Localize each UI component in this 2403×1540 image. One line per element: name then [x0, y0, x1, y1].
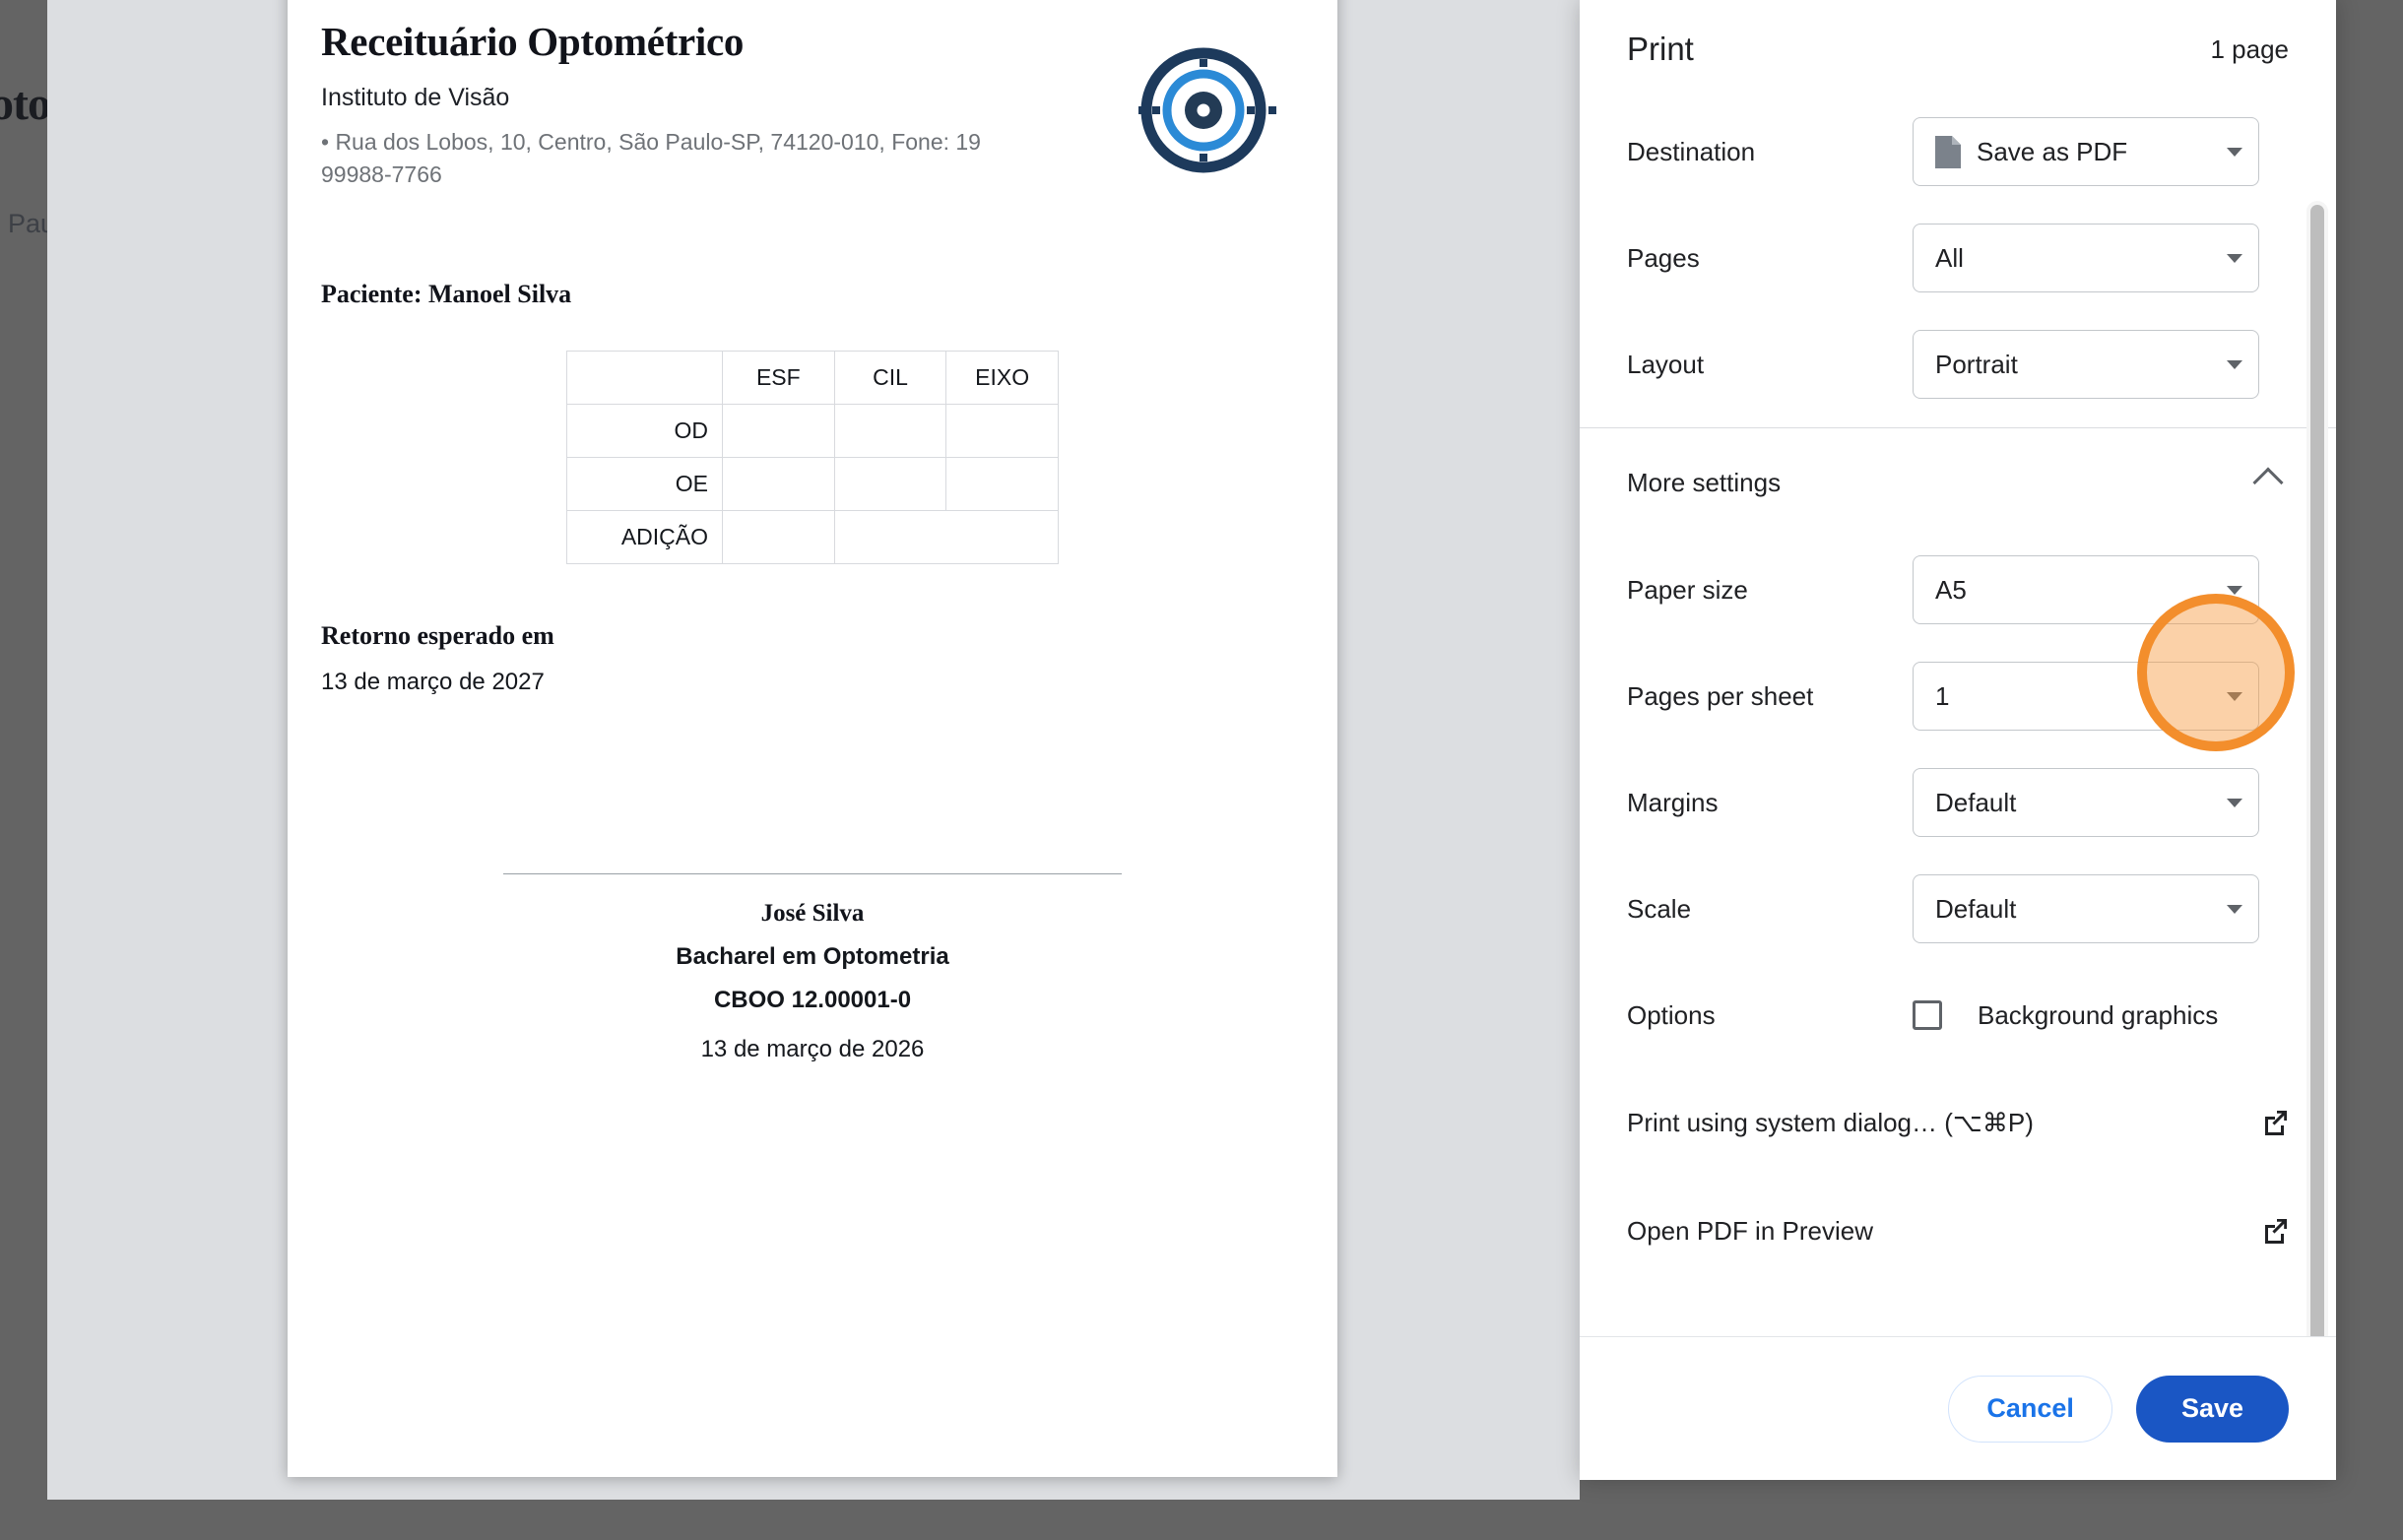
page-count-label: 1 page: [2210, 33, 2289, 64]
print-using-system-dialog-link[interactable]: Print using system dialog… (⌥⌘P): [1627, 1068, 2289, 1177]
label-options: Options: [1627, 999, 1716, 1030]
label-layout: Layout: [1627, 349, 1705, 379]
setting-row-pages-per-sheet: Pages per sheet 1: [1627, 643, 2289, 749]
signature-date: 13 de março de 2026: [700, 1036, 925, 1062]
save-button[interactable]: Save: [2135, 1375, 2289, 1443]
setting-row-paper-size: Paper size A5: [1627, 537, 2289, 643]
return-label: Retorno esperado em: [321, 621, 554, 650]
signature-rule: [503, 873, 1122, 874]
layout-select[interactable]: Portrait: [1913, 330, 2259, 399]
cell-oe-esf: [722, 457, 835, 511]
organization-address: • Rua dos Lobos, 10, Centro, São Paulo-S…: [321, 129, 981, 188]
pages-per-sheet-value: 1: [1935, 680, 1950, 711]
table-col-esf: ESF: [722, 351, 835, 405]
more-settings-label: More settings: [1627, 467, 1782, 497]
open-pdf-in-preview-link[interactable]: Open PDF in Preview: [1627, 1177, 2289, 1285]
cell-od-eixo: [945, 404, 1059, 458]
layout-value: Portrait: [1935, 349, 2018, 379]
chevron-down-icon: [2227, 585, 2242, 595]
signature-name: José Silva: [760, 900, 865, 927]
chevron-down-icon: [2227, 904, 2242, 914]
setting-row-pages: Pages All: [1627, 205, 2289, 311]
open-pdf-in-preview-label: Open PDF in Preview: [1627, 1215, 1873, 1246]
table-row: OE: [566, 457, 1059, 511]
label-scale: Scale: [1627, 893, 1692, 924]
background-graphics-label: Background graphics: [1978, 999, 2219, 1030]
label-paper-size: Paper size: [1627, 574, 1748, 605]
return-date: 13 de março de 2027: [321, 669, 545, 695]
print-using-system-dialog-label: Print using system dialog… (⌥⌘P): [1627, 1107, 2034, 1137]
patient-line: Paciente: Manoel Silva: [321, 280, 572, 308]
label-margins: Margins: [1627, 787, 1719, 817]
margins-value: Default: [1935, 787, 2017, 817]
print-dialog-body[interactable]: Destination Save as PDF Pages All Layout: [1580, 98, 2336, 1336]
label-destination: Destination: [1627, 136, 1756, 166]
preview-page-sheet: Receituário Optométrico Instituto de Vis…: [288, 0, 1337, 1477]
prescription-table-wrapper: ESF CIL EIXO OD OE: [321, 351, 1304, 564]
print-preview-pane[interactable]: Receituário Optométrico Instituto de Vis…: [47, 0, 1580, 1500]
signature-registration: CBOO 12.00001-0: [713, 987, 912, 1013]
cell-od-cil: [833, 404, 947, 458]
paper-size-value: A5: [1935, 574, 1967, 605]
pages-value: All: [1935, 242, 1964, 273]
print-dialog-scrollbar[interactable]: [2306, 201, 2328, 1336]
external-link-icon: [2265, 1111, 2287, 1135]
document-header: Receituário Optométrico Instituto de Vis…: [321, 19, 1304, 225]
background-graphics-checkbox[interactable]: [1913, 1000, 1942, 1030]
table-header-row: ESF CIL EIXO: [566, 351, 1059, 405]
print-dialog: Print 1 page Destination Save as PDF Pag…: [1580, 0, 2336, 1480]
signature-role: Bacharel em Optometria: [676, 943, 949, 970]
scale-value: Default: [1935, 893, 2017, 924]
paper-size-select[interactable]: A5: [1913, 555, 2259, 624]
destination-select[interactable]: Save as PDF: [1913, 117, 2259, 186]
label-pages-per-sheet: Pages per sheet: [1627, 680, 1814, 711]
chevron-down-icon: [2227, 147, 2242, 157]
section-divider: [1580, 427, 2336, 428]
prescription-table: ESF CIL EIXO OD OE: [566, 351, 1060, 564]
label-pages: Pages: [1627, 242, 1700, 273]
cell-adicao-esf: [722, 510, 835, 564]
setting-row-destination: Destination Save as PDF: [1627, 98, 2289, 205]
pages-per-sheet-select[interactable]: 1: [1913, 662, 2259, 731]
chevron-down-icon: [2227, 359, 2242, 369]
cell-od-esf: [722, 404, 835, 458]
pdf-file-icon: [1935, 135, 1961, 168]
organization-name: Instituto de Visão: [321, 84, 510, 112]
external-link-icon: [2265, 1219, 2287, 1244]
table-col-cil: CIL: [833, 351, 947, 405]
chevron-down-icon: [2227, 253, 2242, 263]
margins-select[interactable]: Default: [1913, 768, 2259, 837]
document-content: Receituário Optométrico Instituto de Vis…: [321, 19, 1304, 1063]
setting-row-margins: Margins Default: [1627, 749, 2289, 856]
row-label-adicao: ADIÇÃO: [566, 510, 723, 564]
table-row: ADIÇÃO: [566, 510, 1060, 564]
table-row: OD: [566, 404, 1059, 458]
document-title: Receituário Optométrico: [321, 19, 745, 64]
print-dialog-footer: Cancel Save: [1580, 1336, 2336, 1480]
row-label-oe: OE: [566, 457, 723, 511]
more-settings-toggle[interactable]: More settings: [1627, 428, 2289, 537]
cancel-button[interactable]: Cancel: [1948, 1375, 2112, 1443]
print-dialog-title: Print: [1627, 31, 1694, 67]
setting-row-layout: Layout Portrait: [1627, 311, 2289, 417]
signature-block: José Silva Bacharel em Optometria CBOO 1…: [321, 873, 1304, 1063]
pages-select[interactable]: All: [1913, 224, 2259, 292]
eye-target-logo: [1138, 47, 1276, 173]
destination-value: Save as PDF: [1977, 136, 2128, 166]
print-dialog-header: Print 1 page: [1580, 0, 2336, 98]
row-label-od: OD: [566, 404, 723, 458]
cell-adicao-merged: [833, 510, 1060, 564]
chevron-down-icon: [2227, 691, 2242, 701]
scrollbar-thumb[interactable]: [2310, 205, 2324, 1336]
table-col-blank: [566, 351, 723, 405]
setting-row-options: Options Background graphics: [1627, 962, 2289, 1068]
cell-oe-cil: [833, 457, 947, 511]
chevron-down-icon: [2227, 798, 2242, 807]
scale-select[interactable]: Default: [1913, 874, 2259, 943]
cell-oe-eixo: [945, 457, 1059, 511]
chevron-up-icon: [2252, 467, 2284, 498]
setting-row-scale: Scale Default: [1627, 856, 2289, 962]
table-col-eixo: EIXO: [945, 351, 1059, 405]
